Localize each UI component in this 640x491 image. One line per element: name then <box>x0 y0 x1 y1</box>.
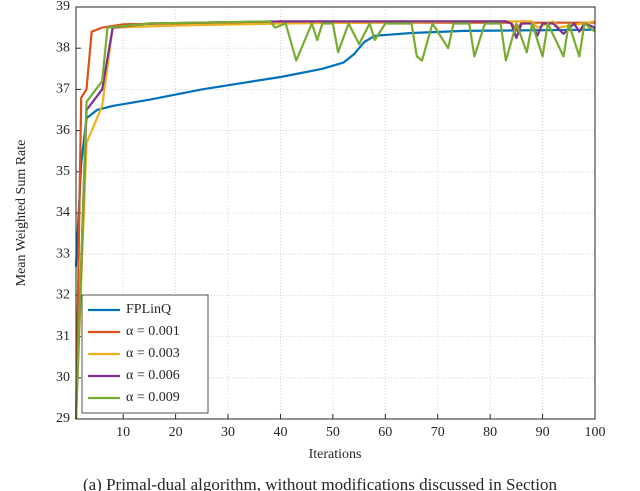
series-line <box>74 28 596 267</box>
y-tick-label: 38 <box>56 40 70 55</box>
x-tick-label: 70 <box>431 425 445 440</box>
series-line <box>74 20 596 420</box>
x-tick-label: 80 <box>483 425 497 440</box>
y-tick-label: 39 <box>56 0 70 14</box>
legend-label: FPLinQ <box>126 302 171 317</box>
x-tick-label: 90 <box>536 425 550 440</box>
y-tick-label: 31 <box>56 329 70 344</box>
x-tick-label: 20 <box>169 425 183 440</box>
series-line <box>74 20 596 420</box>
axes-box <box>75 6 596 420</box>
x-axis-label: Iterations <box>309 447 362 462</box>
y-tick-label: 37 <box>56 82 70 97</box>
x-tick-label: 30 <box>221 425 235 440</box>
y-tick-label: 35 <box>56 164 70 179</box>
legend-label: α = 0.009 <box>126 390 180 405</box>
x-tick-label: 40 <box>273 425 287 440</box>
x-tick-label: 100 <box>585 425 606 440</box>
y-tick-label: 30 <box>56 370 70 385</box>
y-tick-label: 34 <box>56 205 70 220</box>
caption: (a) Primal-dual algorithm, without modif… <box>83 475 558 491</box>
legend-label: α = 0.006 <box>126 368 180 383</box>
y-tick-label: 29 <box>56 411 70 426</box>
x-tick-label: 10 <box>116 425 130 440</box>
legend-label: α = 0.001 <box>126 324 180 339</box>
legend-label: α = 0.003 <box>126 346 180 361</box>
y-tick-label: 33 <box>56 246 70 261</box>
y-tick-label: 32 <box>56 288 70 303</box>
y-tick-label: 36 <box>56 123 70 138</box>
x-tick-label: 60 <box>378 425 392 440</box>
y-axis-label: Mean Weighted Sum Rate <box>14 140 29 287</box>
x-tick-label: 50 <box>326 425 340 440</box>
